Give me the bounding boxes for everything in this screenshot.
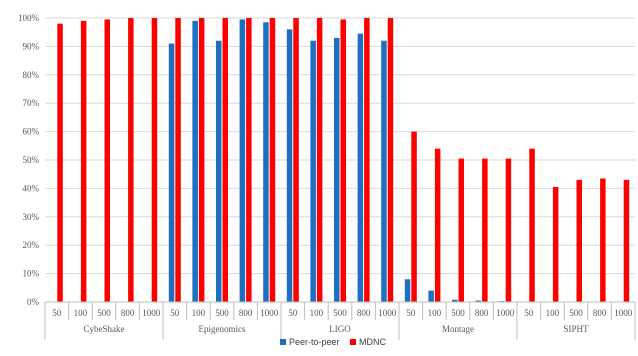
y-tick-label: 20% — [23, 240, 40, 250]
legend-label: Peer-to-peer — [289, 337, 340, 347]
y-tick-label: 100% — [18, 13, 40, 23]
x-tick-label: 50 — [52, 308, 62, 318]
bar-mdnc — [505, 158, 512, 302]
bar-mdnc — [316, 18, 323, 302]
bar-mdnc — [411, 131, 417, 302]
x-tick-label: 1000 — [614, 308, 633, 318]
bar-mdnc — [57, 23, 63, 303]
bar-mdnc — [576, 179, 582, 302]
x-tick-label: 100 — [310, 308, 324, 318]
y-tick-label: 70% — [23, 98, 40, 108]
x-tick-label: 800 — [357, 308, 371, 318]
bars — [57, 18, 630, 303]
x-tick-label: 100 — [192, 308, 206, 318]
x-tick-label: 1000 — [496, 308, 515, 318]
group-label: SIPHT — [563, 324, 589, 334]
x-tick-label: 1000 — [378, 308, 397, 318]
axes: 0% 10% 20% 30% 40% 50% 60% 70% 80% 90% 100% 50 100 50… — [18, 13, 636, 340]
bar-mdnc — [198, 18, 205, 302]
legend-swatch — [350, 339, 356, 345]
y-tick-label: 40% — [23, 183, 40, 193]
y-tick-label: 30% — [23, 212, 40, 222]
bar-mdnc — [482, 158, 488, 302]
bar-mdnc — [293, 18, 299, 302]
x-tick-label: 500 — [97, 308, 111, 318]
bar-peer-to-peer — [381, 40, 387, 302]
bar-mdnc — [552, 186, 559, 302]
bar-mdnc — [458, 158, 464, 302]
bar-mdnc — [246, 18, 252, 302]
bar-mdnc — [80, 20, 87, 303]
x-tick-label: 100 — [74, 308, 88, 318]
x-tick-label: 800 — [475, 308, 489, 318]
x-tick-label: 100 — [546, 308, 560, 318]
bar-peer-to-peer — [404, 279, 411, 302]
x-tick-label: 500 — [451, 308, 465, 318]
bar-peer-to-peer — [192, 20, 198, 303]
bar-mdnc — [222, 18, 228, 302]
bar-mdnc — [623, 179, 630, 302]
bar-mdnc — [364, 18, 370, 302]
y-tick-label: 0% — [27, 297, 40, 307]
bar-peer-to-peer — [452, 299, 458, 302]
x-tick-label: 800 — [121, 308, 135, 318]
legend-swatch — [280, 339, 286, 345]
group-label: Epigenomics — [199, 324, 246, 334]
bar-mdnc — [175, 18, 181, 302]
x-tick-label: 50 — [170, 308, 180, 318]
x-tick-label: 800 — [593, 308, 607, 318]
x-tick-label: 50 — [288, 308, 298, 318]
bar-mdnc — [269, 18, 276, 302]
bar-mdnc — [434, 148, 441, 302]
group-label: CybeShake — [84, 324, 125, 334]
bar-peer-to-peer — [263, 22, 269, 302]
y-tick-label: 80% — [23, 70, 40, 80]
bar-peer-to-peer — [310, 40, 316, 302]
bar-peer-to-peer — [428, 290, 434, 302]
bar-mdnc — [104, 19, 110, 302]
legend-label: MDNC — [359, 337, 386, 347]
x-tick-label: 1000 — [260, 308, 279, 318]
x-tick-label: 1000 — [142, 308, 161, 318]
x-tick-label: 50 — [524, 308, 534, 318]
gridlines — [45, 17, 635, 275]
x-tick-label: 50 — [406, 308, 416, 318]
x-tick-label: 500 — [215, 308, 229, 318]
group-label: Montage — [442, 324, 474, 334]
x-tick-label: 100 — [428, 308, 442, 318]
bar-peer-to-peer — [357, 33, 364, 303]
bar-mdnc — [387, 18, 394, 302]
bar-peer-to-peer — [168, 43, 175, 303]
y-tick-label: 90% — [23, 41, 40, 51]
bar-mdnc — [151, 18, 158, 302]
group-label: LIGO — [329, 324, 351, 334]
y-tick-label: 60% — [23, 127, 40, 137]
bar-mdnc — [529, 148, 535, 302]
bar-mdnc — [600, 178, 606, 302]
legend: Peer-to-peer MDNC — [280, 337, 386, 347]
bar-peer-to-peer — [286, 29, 293, 303]
x-tick-label: 500 — [333, 308, 347, 318]
bar-mdnc — [340, 19, 346, 302]
x-tick-label: 800 — [239, 308, 253, 318]
bar-peer-to-peer — [239, 19, 246, 302]
bar-peer-to-peer — [216, 40, 222, 302]
y-tick-label: 10% — [23, 269, 40, 279]
bar-peer-to-peer — [334, 37, 340, 302]
bar-peer-to-peer — [475, 300, 482, 302]
y-tick-label: 50% — [23, 155, 40, 165]
bar-mdnc — [128, 18, 134, 302]
x-tick-label: 500 — [569, 308, 583, 318]
